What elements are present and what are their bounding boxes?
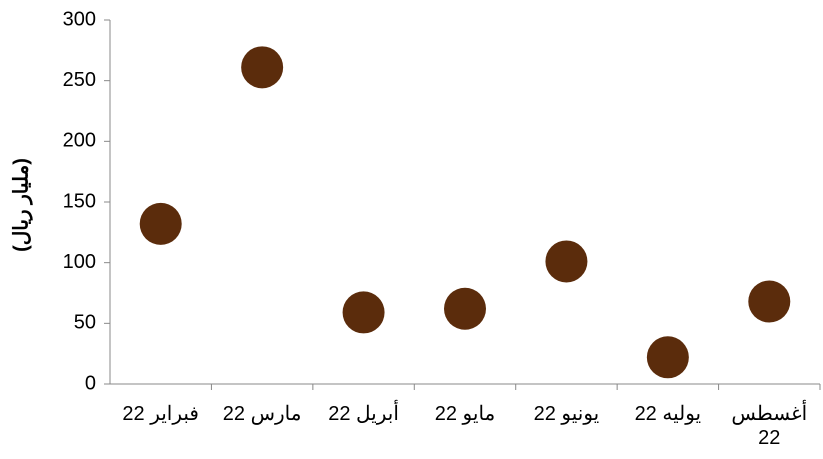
dot	[139, 202, 182, 245]
x-tick-label: يوليه 22	[634, 403, 702, 425]
x-tick-label: يونيو 22	[533, 403, 600, 425]
dot	[241, 46, 284, 89]
y-tick-label: 100	[63, 251, 96, 273]
y-tick-label: 50	[74, 312, 96, 334]
dot	[646, 336, 689, 379]
dot	[342, 291, 385, 334]
x-tick-label: أبريل 22	[328, 403, 399, 425]
dot	[444, 287, 486, 330]
dot	[748, 280, 791, 323]
y-axis-label: (مليار ريال)	[10, 158, 33, 252]
y-tick-label: 200	[63, 130, 96, 152]
x-tick-label: مارس 22	[222, 403, 302, 425]
dot	[545, 240, 588, 283]
y-tick-label: 0	[85, 372, 96, 394]
y-tick-label: 150	[63, 190, 96, 212]
x-tick-label: مايو 22	[434, 403, 496, 425]
x-tick-label: فبراير 22	[122, 403, 199, 425]
y-tick-label: 300	[63, 8, 96, 30]
y-tick-label: 250	[63, 69, 96, 91]
x-tick-label: أغسطس 22	[731, 403, 808, 449]
